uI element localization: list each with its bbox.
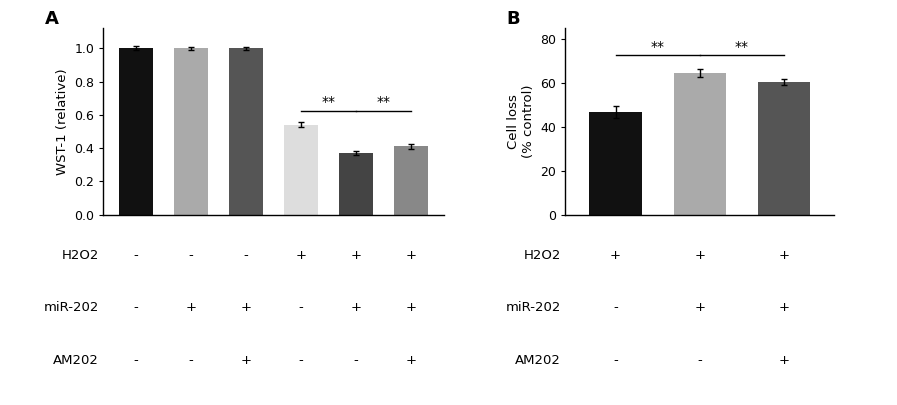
Text: -: - [614, 354, 618, 367]
Text: +: + [694, 249, 705, 262]
Text: -: - [134, 249, 138, 262]
Text: A: A [45, 10, 59, 28]
Text: -: - [353, 354, 359, 367]
Text: +: + [405, 249, 416, 262]
Text: +: + [296, 249, 307, 262]
Text: +: + [779, 301, 789, 314]
Y-axis label: WST-1 (relative): WST-1 (relative) [56, 68, 68, 175]
Bar [119, 48, 153, 215]
Text: -: - [299, 301, 303, 314]
Text: miR-202: miR-202 [505, 301, 561, 314]
Text: +: + [351, 249, 361, 262]
Text: +: + [694, 301, 705, 314]
Bar [284, 125, 318, 215]
Text: +: + [779, 354, 789, 367]
Text: H2O2: H2O2 [523, 249, 561, 262]
Text: -: - [299, 354, 303, 367]
Text: -: - [697, 354, 702, 367]
Text: -: - [188, 354, 194, 367]
Y-axis label: Cell loss
(% control): Cell loss (% control) [507, 85, 535, 158]
Text: **: ** [735, 40, 749, 53]
Text: **: ** [321, 95, 335, 109]
Text: -: - [614, 301, 618, 314]
Text: **: ** [650, 40, 665, 53]
Bar [589, 112, 641, 215]
Text: +: + [405, 301, 416, 314]
Text: AM202: AM202 [515, 354, 561, 367]
Text: -: - [188, 249, 194, 262]
Text: +: + [610, 249, 621, 262]
Text: +: + [186, 301, 196, 314]
Text: +: + [240, 354, 251, 367]
Text: AM202: AM202 [53, 354, 99, 367]
Bar [758, 82, 810, 215]
Bar [394, 147, 428, 215]
Text: **: ** [377, 95, 390, 109]
Text: -: - [134, 354, 138, 367]
Text: +: + [779, 249, 789, 262]
Text: +: + [240, 301, 251, 314]
Text: -: - [134, 301, 138, 314]
Bar [674, 73, 726, 215]
Text: B: B [506, 10, 519, 28]
Text: -: - [244, 249, 248, 262]
Bar [339, 153, 373, 215]
Text: miR-202: miR-202 [43, 301, 99, 314]
Bar [229, 48, 263, 215]
Bar [174, 48, 208, 215]
Text: +: + [351, 301, 361, 314]
Text: +: + [405, 354, 416, 367]
Text: H2O2: H2O2 [61, 249, 99, 262]
